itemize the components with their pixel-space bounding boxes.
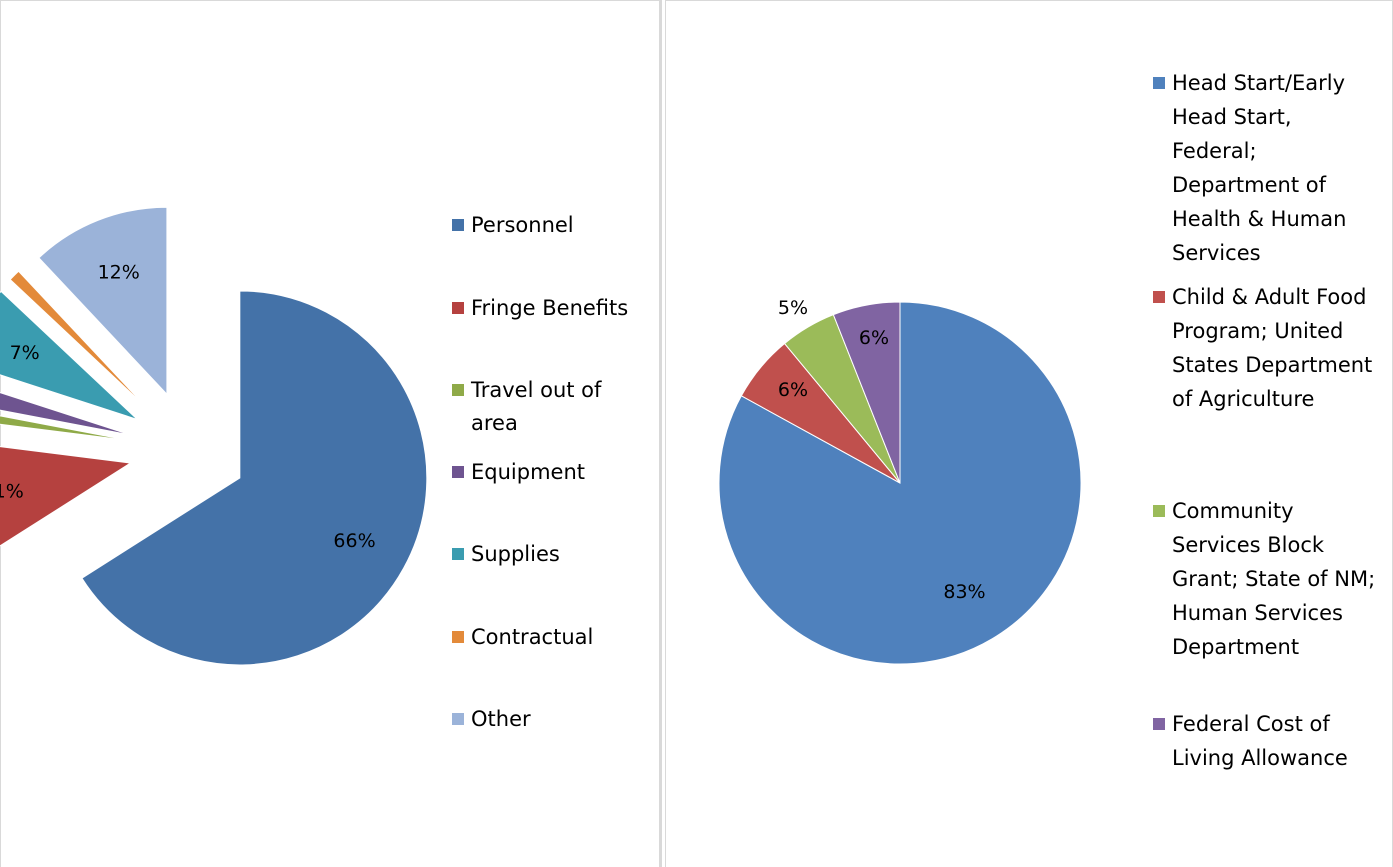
legend-swatch-fringe-benefits xyxy=(452,302,464,314)
legend-label-head-start-early-head-start-federal-department-of-health-human-services: Services xyxy=(1172,241,1261,265)
pie-slice-supplies xyxy=(0,290,138,420)
legend-label-community-services-block-grant-state-of-nm-human-services-department: Grant; State of NM; xyxy=(1172,567,1375,591)
legend-label-other: Other xyxy=(471,707,531,731)
legend-label-travel-out-of-area: Travel out of xyxy=(470,378,602,402)
legend-label-child-adult-food-program-united-states-department-of-agriculture: of Agriculture xyxy=(1172,387,1314,411)
legend-label-travel-out-of-area: area xyxy=(471,411,518,435)
legend-swatch-other xyxy=(452,713,464,725)
legend-label-equipment: Equipment xyxy=(471,460,585,484)
legend-swatch-equipment xyxy=(452,466,464,478)
data-label-child-adult-food-program-united-states-department-of-agriculture: 6% xyxy=(778,379,808,401)
data-label-fringe-benefits: 11% xyxy=(0,481,24,503)
legend-label-community-services-block-grant-state-of-nm-human-services-department: Department xyxy=(1172,635,1299,659)
data-label-personnel: 66% xyxy=(333,530,375,552)
legend-swatch-federal-cost-of-living-allowance xyxy=(1153,718,1165,730)
left-chart-panel xyxy=(0,0,662,867)
expense-legend: Personnel Fringe Benefits Travel out of are… xyxy=(452,213,628,731)
legend-swatch-contractual xyxy=(452,631,464,643)
data-label-community-services-block-grant-state-of-nm-human-services-department: 5% xyxy=(778,297,808,319)
data-label-head-start-early-head-start-federal-department-of-health-human-services: 83% xyxy=(943,581,985,603)
legend-label-personnel: Personnel xyxy=(471,213,574,237)
pie-slice-fringe-benefits xyxy=(0,446,132,547)
legend-label-child-adult-food-program-united-states-department-of-agriculture: Child & Adult Food xyxy=(1172,285,1366,309)
legend-label-head-start-early-head-start-federal-department-of-health-human-services: Head Start, xyxy=(1172,105,1292,129)
pie-slice-contractual xyxy=(9,270,147,408)
legend-label-federal-cost-of-living-allowance: Living Allowance xyxy=(1172,746,1348,770)
pie-slice-travel-out-of-area xyxy=(0,415,130,442)
legend-label-head-start-early-head-start-federal-department-of-health-human-services: Federal; xyxy=(1172,139,1257,163)
legend-swatch-travel-out-of-area xyxy=(452,384,464,396)
legend-swatch-personnel xyxy=(452,219,464,231)
expense-pie: 66%11%1%2%7%1%12% xyxy=(0,206,428,666)
legend-label-fringe-benefits: Fringe Benefits xyxy=(471,296,628,320)
legend-swatch-head-start-early-head-start-federal-department-of-health-human-services xyxy=(1153,77,1165,89)
pie-slice-other xyxy=(38,206,168,396)
legend-label-contractual: Contractual xyxy=(471,625,593,649)
legend-label-supplies: Supplies xyxy=(471,542,560,566)
pie-slice-equipment xyxy=(0,392,132,436)
legend-label-community-services-block-grant-state-of-nm-human-services-department: Human Services xyxy=(1172,601,1343,625)
legend-label-child-adult-food-program-united-states-department-of-agriculture: States Department xyxy=(1172,353,1372,377)
data-label-federal-cost-of-living-allowance: 6% xyxy=(859,327,889,349)
legend-label-community-services-block-grant-state-of-nm-human-services-department: Community xyxy=(1172,499,1294,523)
legend-label-federal-cost-of-living-allowance: Federal Cost of xyxy=(1172,712,1330,736)
revenue-pie: 83% 6% 5% 6% xyxy=(718,297,1082,665)
legend-label-community-services-block-grant-state-of-nm-human-services-department: Services Block xyxy=(1172,533,1325,557)
legend-swatch-supplies xyxy=(452,548,464,560)
legend-label-head-start-early-head-start-federal-department-of-health-human-services: Department of xyxy=(1172,173,1327,197)
revenue-legend: Head Start/Early Head Start, Federal; Depar… xyxy=(1153,71,1375,770)
data-label-supplies: 7% xyxy=(10,342,40,364)
data-label-other: 12% xyxy=(98,262,140,284)
pie-slice-federal-cost-of-living-allowance xyxy=(832,301,901,484)
legend-label-child-adult-food-program-united-states-department-of-agriculture: Program; United xyxy=(1172,319,1343,343)
legend-label-head-start-early-head-start-federal-department-of-health-human-services: Head Start/Early xyxy=(1172,71,1345,95)
legend-label-head-start-early-head-start-federal-department-of-health-human-services: Health & Human xyxy=(1172,207,1346,231)
pie-slice-personnel xyxy=(81,290,428,666)
legend-swatch-community-services-block-grant-state-of-nm-human-services-department xyxy=(1153,505,1165,517)
legend-swatch-child-adult-food-program-united-states-department-of-agriculture xyxy=(1153,291,1165,303)
